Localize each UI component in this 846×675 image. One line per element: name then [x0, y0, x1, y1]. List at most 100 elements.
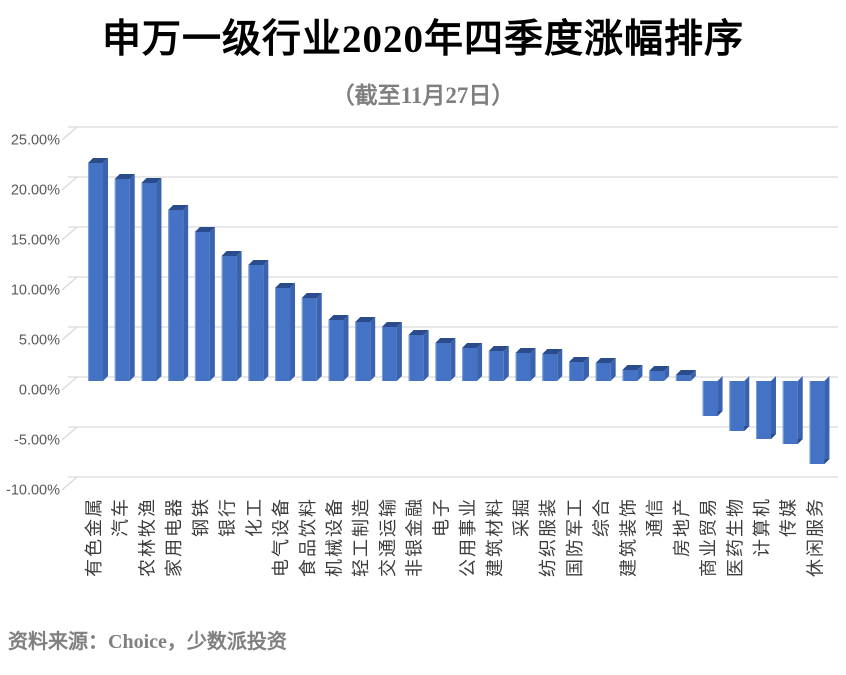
bar-side-face	[423, 330, 429, 381]
bar-side-face	[557, 349, 563, 381]
bar-交通运输	[381, 327, 397, 381]
y-axis-tick-label: -10.00%	[6, 483, 60, 499]
bar-电子	[435, 343, 451, 381]
bar-side-face	[450, 338, 456, 381]
bar-建筑装饰	[622, 370, 638, 381]
bar-side-face	[771, 376, 776, 439]
category-label: 家用电器	[164, 497, 184, 577]
bar-医药生物	[729, 381, 745, 431]
category-label: 有色金属	[84, 497, 104, 577]
category-label: 食品饮料	[298, 497, 318, 577]
bar-计算机	[756, 381, 771, 439]
bar-top-face	[595, 358, 616, 363]
bar-机械设备	[328, 320, 344, 381]
bar-top-face	[301, 293, 322, 298]
category-label: 轻工制造	[351, 497, 371, 577]
bar-纺织服装	[542, 354, 558, 381]
bar-side-face	[316, 293, 322, 381]
category-label: 非银金融	[405, 497, 425, 577]
bar-side-face	[637, 365, 643, 381]
source-note: 资料来源：Choice，少数派投资	[8, 631, 287, 653]
bar-家用电器	[168, 210, 184, 381]
bar-side-face	[690, 370, 696, 381]
bar-top-face	[114, 174, 135, 179]
bar-side-face	[183, 205, 189, 381]
category-label: 商业贸易	[699, 497, 719, 577]
y-axis-tick-label: 10.00%	[11, 283, 60, 299]
bar-轻工制造	[355, 322, 371, 381]
bar-传媒	[782, 381, 798, 444]
bar-top-face	[435, 338, 456, 343]
bar-side-face	[396, 322, 402, 381]
bar-房地产	[675, 375, 691, 381]
category-label: 公用事业	[458, 497, 478, 577]
bar-side-face	[103, 158, 108, 381]
bar-side-face	[343, 315, 349, 381]
bar-side-face	[209, 227, 215, 381]
category-label: 银行	[218, 497, 238, 537]
bar-top-face	[462, 343, 483, 348]
bar-top-face	[381, 322, 402, 327]
gridline-depth-connector	[61, 176, 78, 191]
bar-钢铁	[194, 232, 210, 381]
bar-top-face	[408, 330, 429, 335]
gridline-depth-connector	[61, 476, 78, 491]
bar-top-face	[328, 315, 349, 320]
chart-title: 申万一级行业2020年四季度涨幅排序	[101, 18, 744, 61]
bar-top-face	[275, 283, 296, 288]
category-label: 综合	[592, 497, 612, 537]
bar-side-face	[263, 260, 269, 381]
bar-side-face	[610, 358, 616, 381]
bar-农林牧渔	[141, 183, 157, 381]
category-label: 建筑材料	[485, 497, 505, 577]
bar-side-face	[156, 178, 162, 381]
bar-top-face	[675, 370, 696, 375]
category-label: 电子	[431, 497, 451, 537]
category-label: 通信	[645, 497, 665, 537]
bar-side-face	[664, 366, 670, 381]
bar-采掘	[515, 353, 531, 381]
bar-side-face	[797, 376, 803, 444]
y-axis-tick-label: -5.00%	[14, 433, 60, 449]
y-axis-tick-label: 15.00%	[11, 233, 60, 249]
bar-side-face	[717, 376, 723, 416]
y-axis-tick-label: 0.00%	[19, 383, 60, 399]
bar-side-face	[583, 357, 589, 381]
bar-side-face	[129, 174, 135, 381]
gridline-depth-connector	[61, 376, 78, 391]
category-label: 农林牧渔	[137, 497, 157, 577]
bar-top-face	[568, 357, 589, 362]
category-label: 房地产	[672, 497, 692, 557]
category-label: 建筑装饰	[618, 497, 638, 577]
bar-食品饮料	[301, 298, 317, 381]
bar-top-face	[88, 158, 108, 163]
bar-top-face	[649, 366, 670, 371]
category-label: 电气设备	[271, 497, 291, 577]
bar-化工	[248, 265, 264, 381]
bar-side-face	[370, 317, 376, 381]
y-axis-tick-label: 5.00%	[19, 333, 60, 349]
gridline-depth-connector	[61, 126, 78, 141]
bar-top-face	[515, 348, 536, 353]
bar-综合	[595, 363, 611, 381]
category-label: 钢铁	[191, 497, 211, 537]
bar-side-face	[744, 376, 750, 431]
gridline-depth-connector	[61, 276, 78, 291]
y-axis-tick-label: 20.00%	[11, 183, 60, 199]
y-axis-tick-label: 25.00%	[11, 133, 60, 149]
bar-side-face	[824, 376, 830, 464]
bar-side-face	[530, 348, 536, 381]
bar-公用事业	[462, 348, 478, 381]
gridline-depth-connector	[61, 426, 78, 441]
bar-top-face	[168, 205, 189, 210]
gridline-depth-connector	[61, 226, 78, 241]
chart-subtitle: （截至11月27日）	[331, 83, 515, 108]
category-label: 计算机	[752, 497, 772, 557]
category-label: 采掘	[512, 497, 532, 537]
bar-top-face	[248, 260, 269, 265]
bar-通信	[649, 371, 665, 381]
category-label: 国防军工	[565, 497, 585, 577]
gridline-depth-connector	[61, 326, 78, 341]
